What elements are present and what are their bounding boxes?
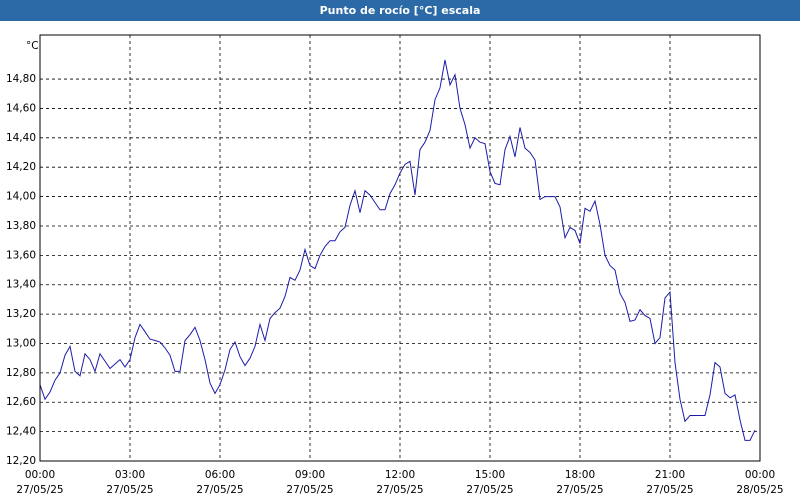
x-tick-label: 09:00 (295, 469, 325, 481)
x-tick-label: 15:00 (475, 469, 505, 481)
y-tick-label: 12,40 (6, 426, 36, 438)
y-tick-label: 14,60 (6, 102, 36, 114)
y-tick-label: 12,60 (6, 396, 36, 408)
y-tick-label: 13,00 (6, 337, 36, 349)
y-tick-label: 14,20 (6, 161, 36, 173)
x-tick-label: 03:00 (115, 469, 145, 481)
x-tick-date: 27/05/25 (196, 484, 243, 496)
chart-title: Punto de rocío [°C] escala (320, 4, 481, 17)
y-tick-label: 12,20 (6, 455, 36, 467)
y-tick-label: 13,20 (6, 308, 36, 320)
x-tick-date: 27/05/25 (466, 484, 513, 496)
y-tick-label: 13,80 (6, 220, 36, 232)
data-line (39, 59, 756, 441)
x-tick-label: 00:00 (25, 469, 55, 481)
y-tick-label: 13,40 (6, 279, 36, 291)
title-bar (0, 0, 800, 21)
plot-border (39, 34, 761, 462)
x-tick-date: 27/05/25 (106, 484, 153, 496)
y-tick-label: 12,80 (6, 367, 36, 379)
x-tick-label: 18:00 (565, 469, 595, 481)
x-tick-date: 27/05/25 (16, 484, 63, 496)
x-tick-date: 27/05/25 (376, 484, 423, 496)
x-tick-date: 27/05/25 (556, 484, 603, 496)
x-tick-date: 27/05/25 (646, 484, 693, 496)
y-unit: °C (26, 40, 39, 52)
x-tick-label: 21:00 (655, 469, 685, 481)
x-tick-label: 06:00 (205, 469, 235, 481)
x-tick-date: 28/05/25 (736, 484, 783, 496)
y-tick-label: 14,40 (6, 132, 36, 144)
y-tick-label: 14,80 (6, 73, 36, 85)
y-tick-label: 14,00 (6, 191, 36, 203)
x-tick-date: 27/05/25 (286, 484, 333, 496)
plot-area: 12,20 12,40 12,60 12,80 13,00 13,20 13,40 13,60… (6, 35, 784, 496)
y-tick-label: 13,60 (6, 249, 36, 261)
x-tick-label: 12:00 (385, 469, 415, 481)
x-tick-label: 00:00 (745, 469, 775, 481)
